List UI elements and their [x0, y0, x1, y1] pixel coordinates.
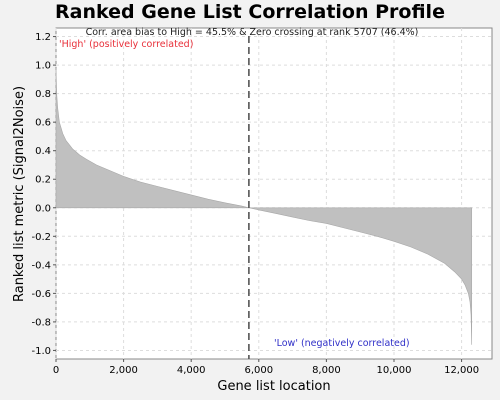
x-tick-label: 6,000 [244, 365, 273, 376]
y-tick-label: 0.8 [35, 89, 51, 100]
y-tick-label: -0.6 [31, 289, 51, 300]
y-tick-label: 0.2 [35, 175, 51, 186]
chart-title: Ranked Gene List Correlation Profile [55, 1, 445, 23]
y-tick-label: -0.4 [31, 260, 51, 271]
y-tick-label: 0.6 [35, 118, 51, 129]
x-axis-title: Gene list location [217, 379, 330, 394]
y-axis-title: Ranked list metric (Signal2Noise) [12, 86, 27, 302]
y-tick-label: -1.0 [31, 346, 51, 357]
axis-ticks: 0 2,000 4,000 6,000 8,000 10,000 12,000 1.2 1.0 0… [31, 32, 479, 376]
high-label: 'High' (positively correlated) [59, 39, 193, 50]
x-tick-label: 8,000 [312, 365, 341, 376]
x-tick-label: 2,000 [109, 365, 138, 376]
y-tick-label: -0.2 [31, 232, 51, 243]
summary-annotation: Corr. area bias to High = 45.5% & Zero c… [86, 27, 419, 38]
x-tick-label: 12,000 [444, 365, 479, 376]
y-tick-label: 1.2 [35, 32, 51, 43]
y-tick-label: -0.8 [31, 317, 51, 328]
y-tick-label: 0.4 [35, 146, 51, 157]
low-label: 'Low' (negatively correlated) [274, 338, 410, 349]
x-tick-label: 4,000 [177, 365, 206, 376]
x-tick-label: 0 [53, 365, 59, 376]
y-tick-label: 1.0 [35, 61, 51, 72]
y-tick-label: 0.0 [35, 203, 51, 214]
x-tick-label: 10,000 [376, 365, 411, 376]
